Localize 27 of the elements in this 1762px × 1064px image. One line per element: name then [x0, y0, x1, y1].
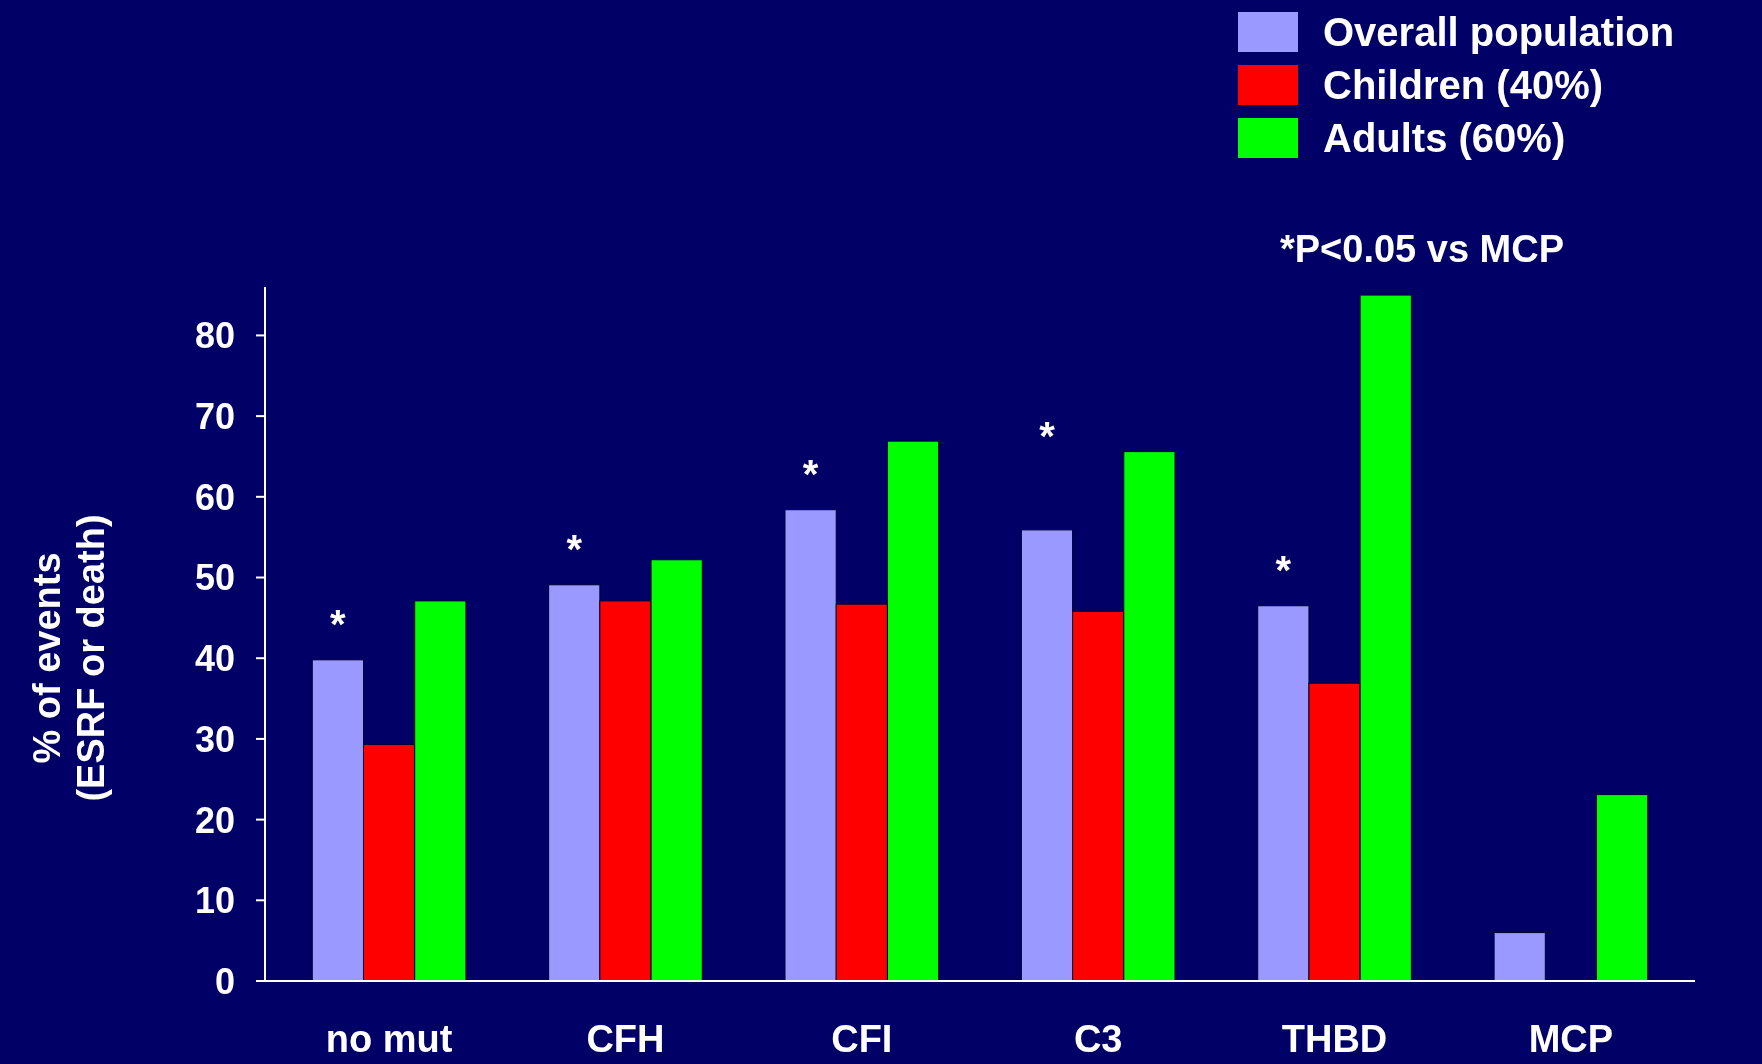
bar	[1596, 794, 1649, 982]
x-tick-label: THBD	[1281, 1018, 1388, 1060]
x-tick-label: no mut	[325, 1018, 453, 1060]
annotation: *	[1275, 547, 1292, 592]
annotation: *	[330, 601, 347, 646]
legend-label: Children (40%)	[1323, 63, 1604, 108]
bar	[1493, 932, 1546, 982]
y-tick-label: 20	[194, 799, 235, 841]
y-tick-label: 30	[194, 718, 235, 760]
y-tick-label: 0	[214, 960, 235, 1002]
y-tick-label: 40	[194, 638, 235, 680]
y-axis-title: % of events (ESRF or death)	[26, 514, 112, 802]
legend-label: Adults (60%)	[1323, 116, 1566, 161]
x-tick-label: CFH	[586, 1018, 665, 1060]
annotation: *	[802, 451, 819, 496]
y-tick-label: 80	[194, 315, 235, 357]
y-tick-label: 70	[194, 396, 235, 438]
x-tick-label: MCP	[1528, 1018, 1614, 1060]
x-tick-label: C3	[1073, 1018, 1123, 1060]
annotation: *	[566, 526, 583, 571]
annotation: *	[1039, 413, 1056, 458]
legend-label: Overall population	[1323, 10, 1675, 55]
y-tick-label: 10	[194, 880, 235, 922]
x-tick-label: CFI	[831, 1018, 893, 1060]
text: *P<0.05 vs MCP	[1279, 228, 1565, 270]
y-tick-label: 60	[194, 476, 235, 518]
y-tick-label: 50	[194, 557, 235, 599]
